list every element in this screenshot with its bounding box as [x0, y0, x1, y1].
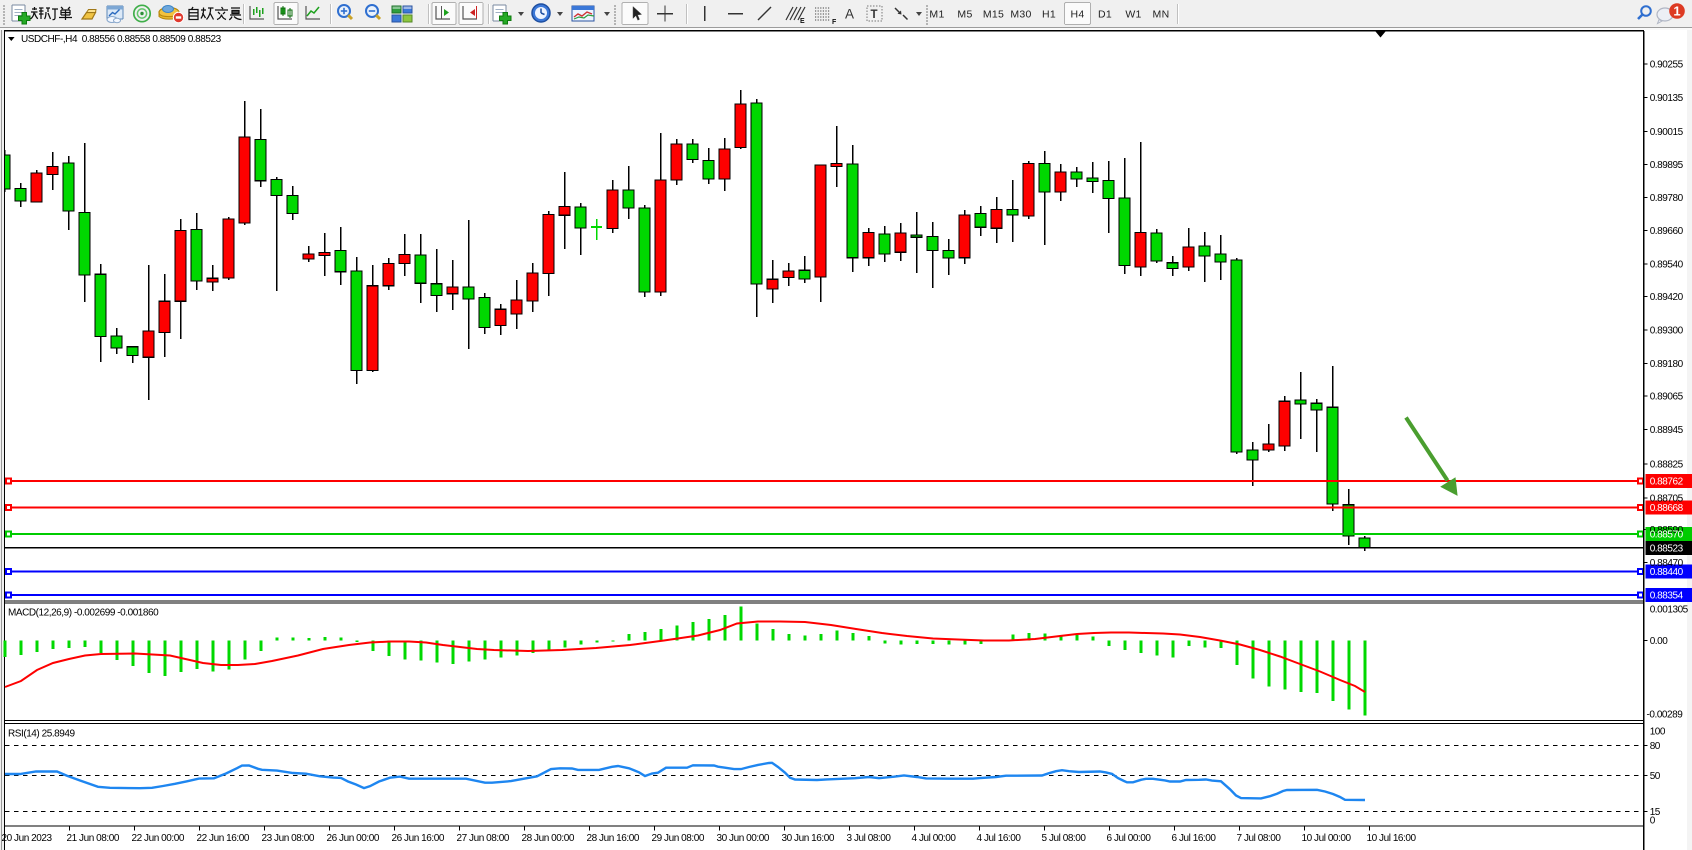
svg-text:0.89420: 0.89420 — [1650, 292, 1684, 303]
svg-text:H1: H1 — [1042, 9, 1056, 21]
svg-text:4 Jul 00:00: 4 Jul 00:00 — [912, 833, 957, 844]
svg-text:0.88825: 0.88825 — [1650, 460, 1684, 471]
svg-text:6 Jul 00:00: 6 Jul 00:00 — [1107, 833, 1152, 844]
svg-text:0.89065: 0.89065 — [1650, 391, 1684, 402]
svg-text:29 Jun 08:00: 29 Jun 08:00 — [652, 833, 705, 844]
svg-text:22 Jun 16:00: 22 Jun 16:00 — [197, 833, 250, 844]
svg-text:0.88945: 0.88945 — [1650, 425, 1684, 436]
svg-text:0.90015: 0.90015 — [1650, 127, 1684, 138]
svg-text:4 Jul 16:00: 4 Jul 16:00 — [977, 833, 1022, 844]
svg-text:H4: H4 — [1070, 9, 1084, 21]
svg-text:0.88354: 0.88354 — [1650, 591, 1684, 602]
svg-text:0.88523: 0.88523 — [1650, 544, 1684, 555]
svg-text:10 Jul 00:00: 10 Jul 00:00 — [1302, 833, 1352, 844]
svg-text:0.90255: 0.90255 — [1650, 60, 1684, 71]
svg-text:0.89300: 0.89300 — [1650, 326, 1684, 337]
svg-text:0.90135: 0.90135 — [1650, 93, 1684, 104]
svg-text:5 Jul 08:00: 5 Jul 08:00 — [1042, 833, 1087, 844]
svg-text:M5: M5 — [957, 9, 972, 21]
svg-text:100: 100 — [1650, 727, 1666, 738]
svg-text:10 Jul 16:00: 10 Jul 16:00 — [1367, 833, 1417, 844]
svg-text:22 Jun 00:00: 22 Jun 00:00 — [132, 833, 185, 844]
svg-text:0.89780: 0.89780 — [1650, 193, 1684, 204]
svg-text:USDCHF-,H4 0.88556 0.88558 0.: USDCHF-,H4 0.88556 0.88558 0.88509 0.885… — [21, 34, 222, 45]
svg-text:80: 80 — [1650, 741, 1661, 752]
svg-text:0.88762: 0.88762 — [1650, 477, 1684, 488]
svg-text:0.88705: 0.88705 — [1650, 494, 1684, 505]
svg-text:0.89895: 0.89895 — [1650, 160, 1684, 171]
svg-text:30 Jun 00:00: 30 Jun 00:00 — [717, 833, 770, 844]
svg-text:0.88590: 0.88590 — [1650, 525, 1684, 536]
svg-text:0.88470: 0.88470 — [1650, 558, 1684, 569]
svg-text:0.89540: 0.89540 — [1650, 259, 1684, 270]
svg-text:0.001305: 0.001305 — [1650, 605, 1689, 616]
svg-text:6 Jul 16:00: 6 Jul 16:00 — [1172, 833, 1217, 844]
svg-text:0.88570: 0.88570 — [1650, 530, 1684, 541]
svg-text:26 Jun 00:00: 26 Jun 00:00 — [327, 833, 380, 844]
svg-text:0.88440: 0.88440 — [1650, 567, 1684, 578]
svg-text:A: A — [845, 7, 854, 22]
svg-text:50: 50 — [1650, 771, 1661, 782]
svg-text:MACD(12,26,9) -0.002699 -0.001: MACD(12,26,9) -0.002699 -0.001860 — [8, 608, 159, 619]
svg-text:7 Jul 08:00: 7 Jul 08:00 — [1237, 833, 1282, 844]
svg-text:-0.00289: -0.00289 — [1647, 710, 1684, 721]
svg-text:W1: W1 — [1125, 9, 1141, 21]
svg-text:15: 15 — [1650, 807, 1661, 818]
svg-text:23 Jun 08:00: 23 Jun 08:00 — [262, 833, 315, 844]
svg-text:30 Jun 16:00: 30 Jun 16:00 — [782, 833, 835, 844]
svg-text:21 Jun 08:00: 21 Jun 08:00 — [67, 833, 120, 844]
svg-text:26 Jun 16:00: 26 Jun 16:00 — [392, 833, 445, 844]
svg-text:F: F — [832, 19, 837, 26]
svg-text:20 Jun 2023: 20 Jun 2023 — [2, 833, 53, 844]
svg-text:0.00: 0.00 — [1650, 636, 1669, 647]
svg-text:28 Jun 16:00: 28 Jun 16:00 — [587, 833, 640, 844]
svg-text:1: 1 — [1673, 4, 1680, 19]
svg-text:M1: M1 — [929, 9, 944, 21]
svg-text:M15: M15 — [983, 9, 1004, 21]
svg-text:28 Jun 00:00: 28 Jun 00:00 — [522, 833, 575, 844]
svg-text:D1: D1 — [1098, 9, 1112, 21]
svg-text:0.89660: 0.89660 — [1650, 226, 1684, 237]
svg-text:0: 0 — [1650, 816, 1656, 827]
svg-text:3 Jul 08:00: 3 Jul 08:00 — [847, 833, 892, 844]
svg-text:RSI(14) 25.8949: RSI(14) 25.8949 — [8, 729, 76, 740]
svg-text:E: E — [800, 18, 805, 25]
svg-text:0.89180: 0.89180 — [1650, 359, 1684, 370]
svg-text:0.88668: 0.88668 — [1650, 503, 1684, 514]
svg-text:M30: M30 — [1010, 9, 1031, 21]
svg-text:MN: MN — [1153, 9, 1170, 21]
svg-text:T: T — [871, 9, 878, 21]
svg-text:27 Jun 08:00: 27 Jun 08:00 — [457, 833, 510, 844]
